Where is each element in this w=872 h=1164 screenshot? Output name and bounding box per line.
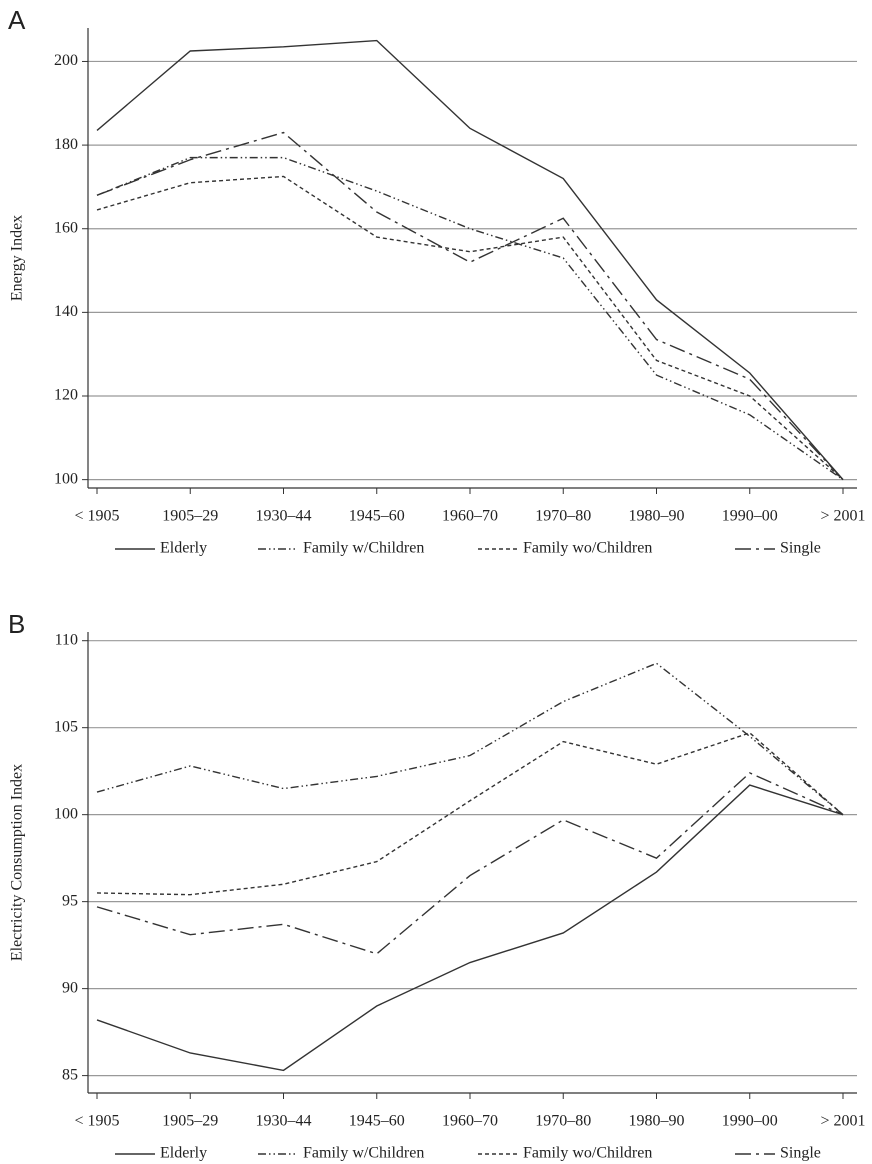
panel-label: B [8,609,25,639]
series-line [96,784,844,1072]
x-tick-label: 1990–00 [722,1113,778,1130]
x-tick-label: > 2001 [820,1113,865,1130]
legend-label: Family wo/Children [523,540,652,557]
x-tick-label: < 1905 [74,1113,119,1130]
series-line [96,662,844,816]
y-tick-label: 200 [54,52,78,69]
legend-label: Elderly [160,1145,207,1162]
y-tick-label: 110 [55,631,78,648]
legend-label: Family w/Children [303,540,424,557]
y-tick-label: 100 [54,470,78,487]
y-tick-label: 120 [54,387,78,404]
series-line [96,131,844,481]
x-tick-label: 1960–70 [442,508,498,525]
series-line [96,175,844,481]
legend-label: Family wo/Children [523,1145,652,1162]
x-tick-label: 1930–44 [256,1113,312,1130]
y-tick-label: 95 [62,892,78,909]
legend-label: Family w/Children [303,1145,424,1162]
x-tick-label: 1960–70 [442,1113,498,1130]
legend-label: Single [780,1145,821,1162]
x-tick-label: 1990–00 [722,508,778,525]
x-tick-label: 1980–90 [629,508,685,525]
x-tick-label: 1905–29 [162,508,218,525]
x-tick-label: 1970–80 [535,1113,591,1130]
x-tick-label: 1970–80 [535,508,591,525]
panel-label: A [8,5,26,35]
y-axis-title: Energy Index [9,215,26,301]
series-line [96,156,844,481]
series-line [96,732,844,896]
x-tick-label: 1945–60 [349,508,405,525]
x-tick-label: < 1905 [74,508,119,525]
x-tick-label: 1905–29 [162,1113,218,1130]
legend-label: Elderly [160,540,207,557]
x-tick-label: > 2001 [820,508,865,525]
series-line [96,39,844,481]
x-tick-label: 1930–44 [256,508,312,525]
y-tick-label: 85 [62,1066,78,1083]
y-axis-title: Electricity Consumption Index [9,764,26,961]
series-line [96,772,844,955]
x-tick-label: 1945–60 [349,1113,405,1130]
y-tick-label: 100 [54,805,78,822]
y-tick-label: 105 [54,718,78,735]
legend-label: Single [780,540,821,557]
y-tick-label: 90 [62,979,78,996]
y-tick-label: 160 [54,219,78,236]
y-tick-label: 180 [54,136,78,153]
x-tick-label: 1980–90 [629,1113,685,1130]
y-tick-label: 140 [54,303,78,320]
